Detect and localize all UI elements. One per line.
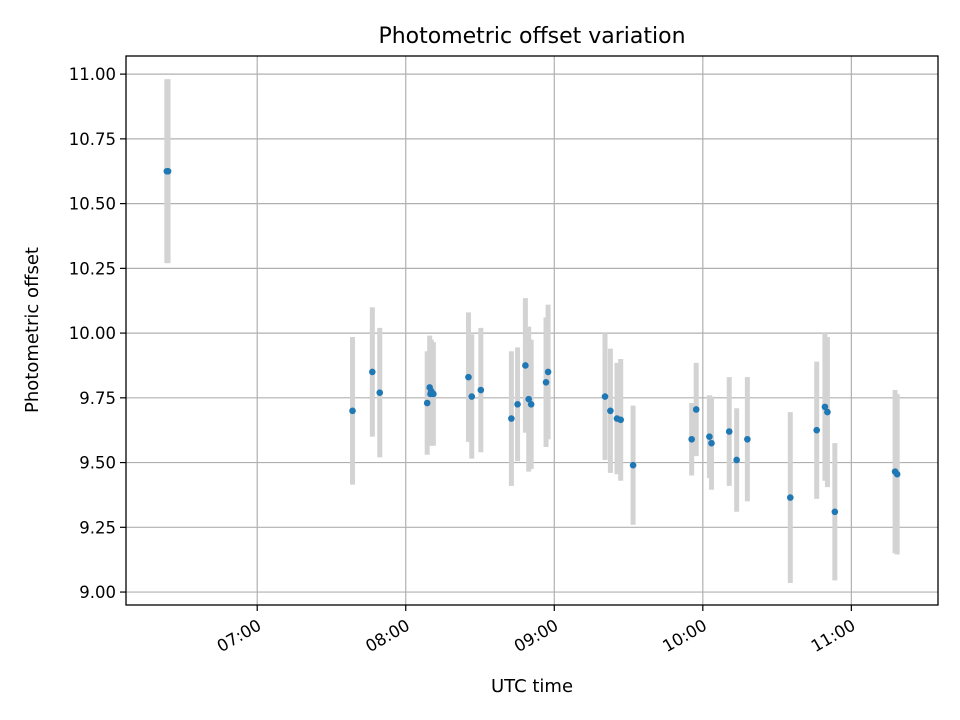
y-tick-label: 11.00 (69, 65, 116, 84)
data-point (525, 395, 532, 403)
data-point (692, 406, 700, 413)
y-tick-label: 10.50 (69, 195, 116, 214)
data-point (514, 401, 521, 408)
data-point (468, 393, 476, 400)
y-tick-label: 10.25 (69, 259, 116, 278)
data-point (369, 368, 376, 376)
data-point (465, 373, 472, 381)
y-tick-label: 9.50 (79, 454, 116, 473)
data-point (522, 362, 529, 369)
chart-title: Photometric offset variation (378, 24, 685, 49)
y-tick-label: 9.25 (79, 518, 116, 537)
data-point (376, 389, 384, 396)
data-point (542, 378, 550, 386)
data-point (508, 415, 515, 422)
data-point (544, 368, 552, 376)
data-point (893, 470, 901, 478)
data-point (708, 439, 715, 447)
y-axis-ticks: 9.00 9.25 9.50 9.75 10.00 10.25 10.50 10.75 11.0… (69, 65, 126, 602)
y-tick-label: 9.75 (79, 389, 116, 408)
data-point (733, 456, 740, 464)
data-point (821, 403, 829, 411)
data-point (744, 435, 751, 443)
data-point (617, 416, 625, 424)
data-point (813, 426, 820, 434)
plot-frame (125, 55, 939, 606)
data-point (607, 407, 614, 415)
y-tick-label: 10.75 (69, 130, 116, 149)
y-axis-label: Photometric offset (22, 247, 43, 413)
data-point (824, 408, 831, 416)
grid (126, 56, 938, 605)
data-point (786, 494, 794, 501)
data-point (349, 407, 356, 415)
data-point (725, 428, 733, 435)
data-point (831, 508, 839, 516)
y-tick-label: 9.00 (79, 583, 116, 602)
data-point (430, 390, 437, 398)
data-point (527, 401, 535, 408)
data-point (477, 386, 485, 394)
data-point (164, 167, 172, 175)
y-tick-label: 10.00 (69, 324, 116, 343)
data-point (706, 433, 713, 440)
data-points (163, 167, 901, 516)
data-point (423, 399, 431, 407)
data-point (629, 461, 637, 469)
data-point (601, 393, 609, 400)
x-axis-label: UTC time (491, 676, 573, 697)
data-point (688, 435, 695, 443)
